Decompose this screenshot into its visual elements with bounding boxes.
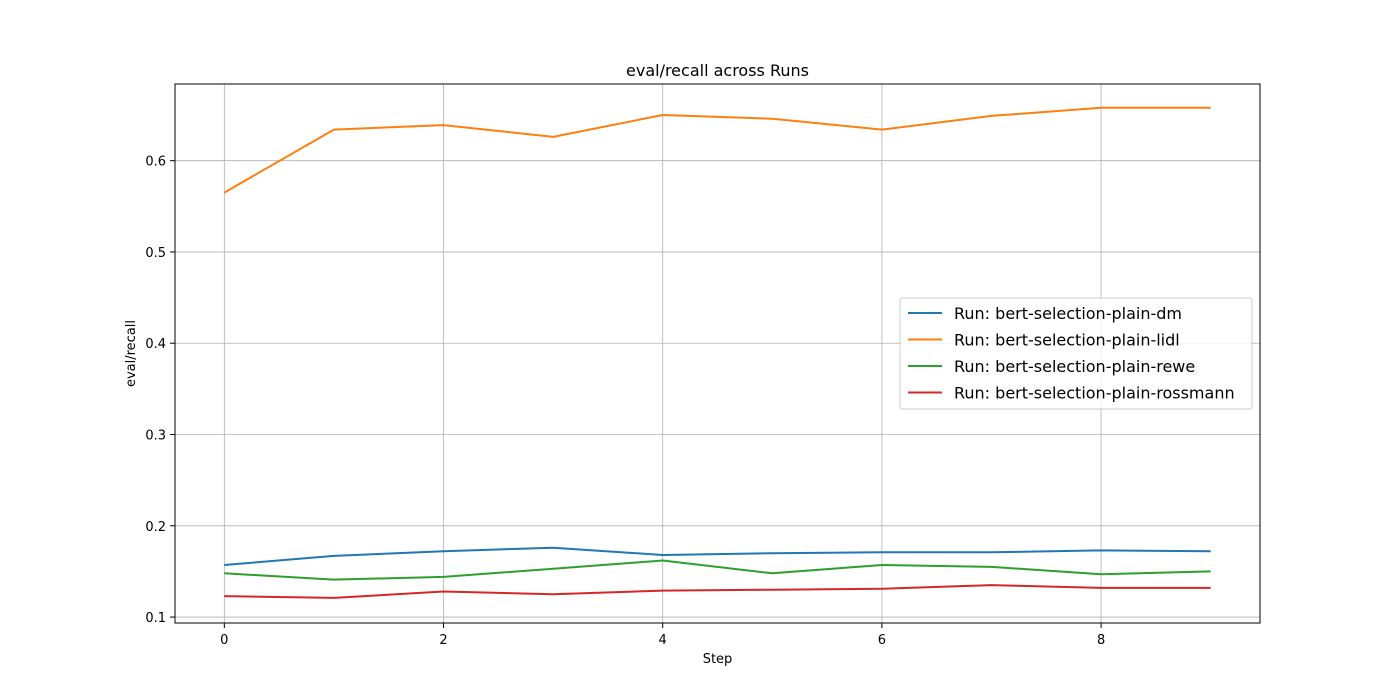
x-tick-label: 0 bbox=[220, 633, 228, 648]
legend: Run: bert-selection-plain-dm Run: bert-se… bbox=[899, 297, 1253, 410]
x-tick-label: 4 bbox=[659, 633, 667, 648]
legend-label: Run: bert-selection-plain-rossmann bbox=[954, 384, 1235, 403]
chart-title: eval/recall across Runs bbox=[626, 61, 809, 80]
x-tick-label: 6 bbox=[878, 633, 886, 648]
grid-lines bbox=[175, 84, 1260, 623]
y-tick-label: 0.6 bbox=[145, 155, 166, 170]
y-tick-label: 0.5 bbox=[145, 246, 166, 261]
legend-box bbox=[899, 297, 1253, 410]
series-line bbox=[224, 584, 1211, 599]
series-lines bbox=[223, 106, 1211, 599]
legend-label: Run: bert-selection-plain-dm bbox=[954, 304, 1182, 323]
x-axis-label: Step bbox=[703, 652, 733, 667]
y-tick-label: 0.2 bbox=[145, 520, 166, 535]
y-tick-label: 0.1 bbox=[145, 611, 166, 626]
x-tick-label: 2 bbox=[439, 633, 447, 648]
series-line bbox=[224, 559, 1211, 581]
series-line bbox=[223, 106, 1211, 194]
plot-area-frame bbox=[174, 83, 1261, 624]
x-tick-label: 8 bbox=[1097, 633, 1105, 648]
y-axis-label: eval/recall bbox=[124, 320, 139, 387]
y-tick-label: 0.4 bbox=[145, 337, 166, 352]
legend-label: Run: bert-selection-plain-rewe bbox=[954, 357, 1195, 376]
series-line bbox=[224, 546, 1211, 566]
legend-label: Run: bert-selection-plain-lidl bbox=[954, 331, 1180, 350]
y-tick-label: 0.3 bbox=[145, 429, 166, 444]
axis-ticks: 0 2 4 6 8 0.1 0.2 0.3 0.4 0.5 0.6 bbox=[145, 155, 1105, 648]
